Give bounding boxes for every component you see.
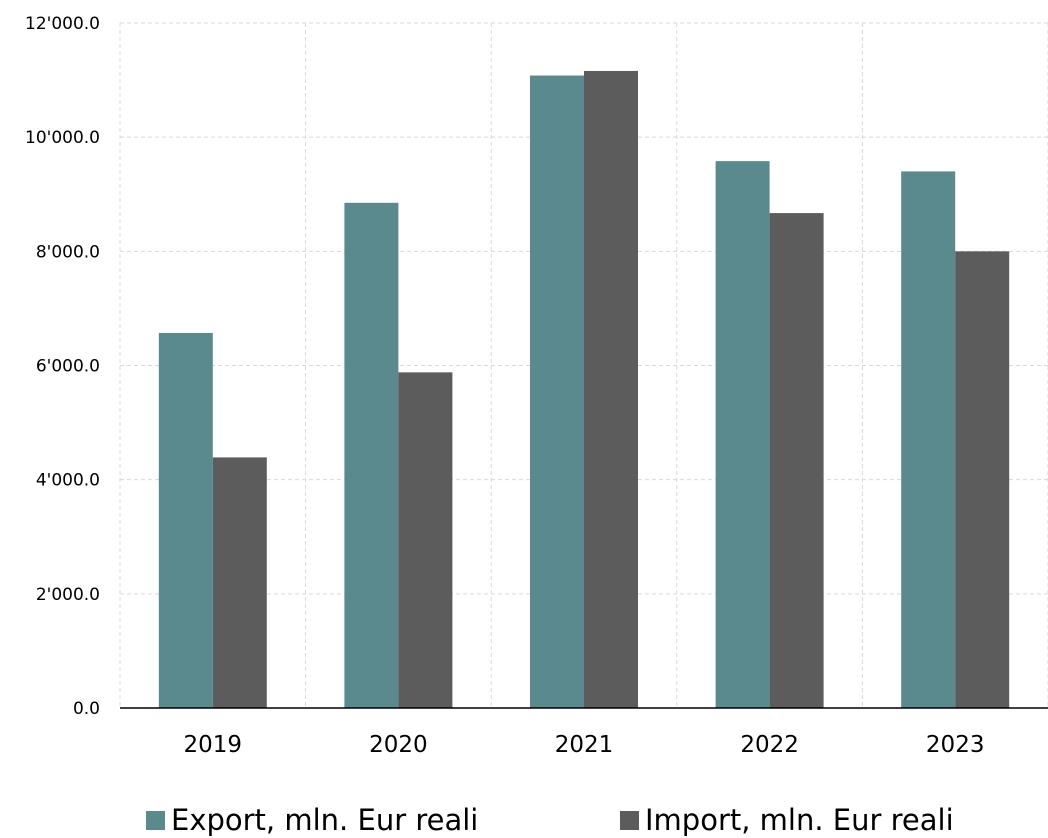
legend-label-import: Import, mln. Eur reali [645, 803, 954, 837]
x-tick-label: 2021 [555, 732, 614, 758]
bars [158, 70, 1010, 709]
legend-item-import: Import, mln. Eur reali [620, 802, 954, 838]
bar-export-2022 [715, 161, 770, 708]
bar-import-2023 [955, 251, 1010, 709]
y-tick-label: 4'000.0 [36, 471, 100, 491]
legend-item-export: Export, mln. Eur reali [146, 802, 478, 838]
legend-swatch-import [620, 810, 639, 830]
bar-export-2021 [530, 75, 584, 709]
bar-export-2019 [158, 332, 213, 708]
legend-swatch-export [146, 810, 165, 830]
y-tick-label: 0.0 [73, 699, 100, 719]
bar-export-2023 [901, 171, 956, 708]
y-tick-label: 12'000.0 [25, 14, 100, 34]
y-tick-label: 8'000.0 [36, 242, 100, 262]
bar-import-2019 [212, 457, 267, 708]
x-axis-ticks: 2019 2020 2021 2022 2023 [184, 732, 985, 758]
bar-import-2022 [769, 213, 824, 708]
bar-export-2020 [344, 202, 399, 708]
x-tick-label: 2020 [369, 732, 428, 758]
y-tick-label: 10'000.0 [25, 128, 100, 148]
legend-label-export: Export, mln. Eur reali [171, 803, 479, 837]
x-tick-label: 2019 [184, 732, 243, 758]
x-tick-label: 2022 [740, 732, 799, 758]
bar-chart: 0.0 2'000.0 4'000.0 6'000.0 8'000.0 10'000.0 1… [25, 14, 1048, 758]
y-axis-ticks: 0.0 2'000.0 4'000.0 6'000.0 8'000.0 10'000.0 1… [25, 14, 100, 719]
y-tick-label: 6'000.0 [36, 357, 100, 377]
bar-import-2021 [584, 70, 638, 708]
x-tick-label: 2023 [926, 732, 985, 758]
bar-import-2020 [398, 372, 453, 708]
y-tick-label: 2'000.0 [36, 585, 100, 605]
